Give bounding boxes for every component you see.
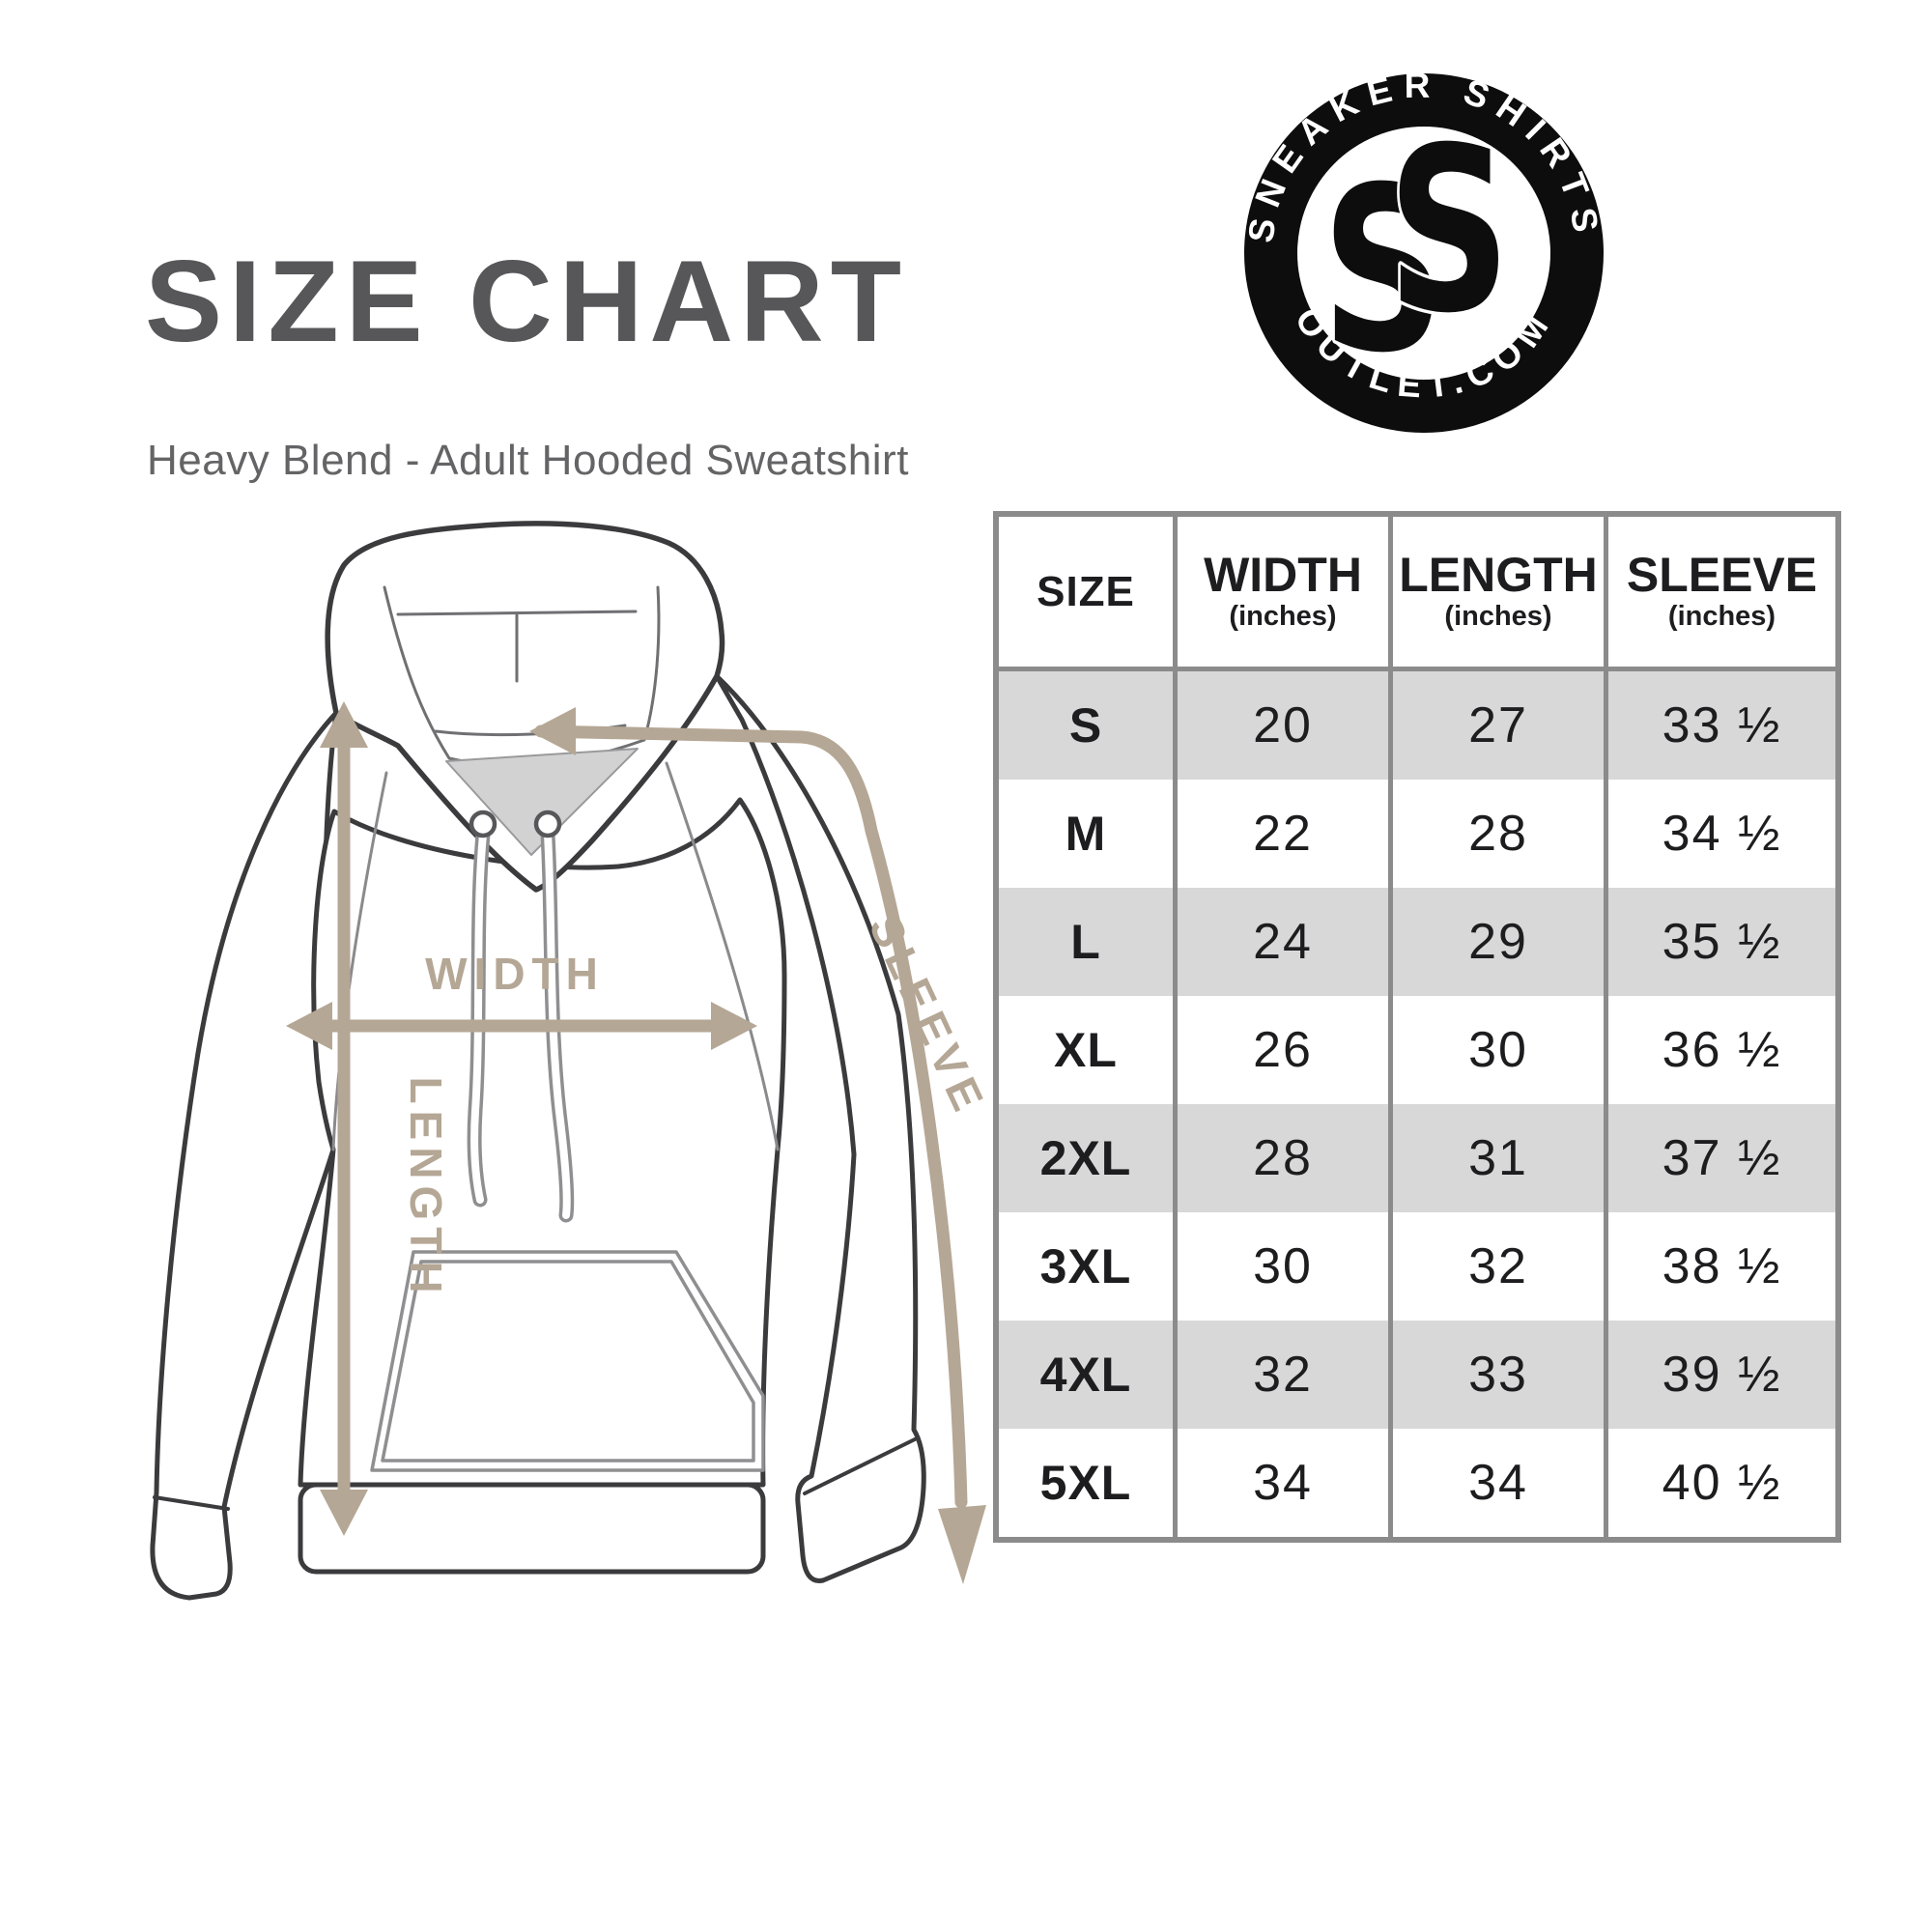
header-size-label: SIZE [1037,567,1135,615]
width-label: WIDTH [425,949,605,999]
hoodie-eyelets [469,810,562,838]
table-cell-width: 34 [1178,1429,1388,1537]
hoodie-waistband [298,1482,766,1575]
table-cell-size: 5XL [999,1429,1173,1537]
logo-monogram-s-right: S [1387,99,1511,363]
table-cell-length: 29 [1393,888,1604,996]
header-cell-size: SIZE [999,517,1173,671]
brand-logo: SNEAKER SHIRTS OUTLET.COM S S [1240,66,1604,433]
table-cell-width: 26 [1178,996,1388,1104]
table-cell-length: 27 [1393,671,1604,780]
table-cell-size: 2XL [999,1104,1173,1212]
table-cell-length: 32 [1393,1212,1604,1321]
hoodie-seams [331,761,780,1151]
table-cell-width: 32 [1178,1321,1388,1429]
width-arrow [286,1002,757,1050]
table-cell-sleeve: 36 ½ [1608,996,1835,1104]
table-cell-length: 33 [1393,1321,1604,1429]
table-cell-sleeve: 40 ½ [1608,1429,1835,1537]
table-cell-width: 22 [1178,780,1388,888]
table-cell-length: 31 [1393,1104,1604,1212]
header-cell-length: LENGTH (inches) [1393,517,1604,671]
table-cell-length: 30 [1393,996,1604,1104]
table-cell-size: XL [999,996,1173,1104]
logo-monogram-s-left: S [1321,139,1445,403]
table-cell-length: 34 [1393,1429,1604,1537]
header-length-sublabel: (inches) [1444,601,1552,633]
size-table: SIZE WIDTH (inches) LENGTH (inches) SLEE… [993,511,1841,1543]
table-cell-sleeve: 34 ½ [1608,780,1835,888]
hoodie-right-sleeve [714,673,926,1583]
table-cell-size: S [999,671,1173,780]
header-sleeve-label: SLEEVE [1626,547,1818,602]
table-cell-sleeve: 39 ½ [1608,1321,1835,1429]
sleeve-arrow [529,707,986,1584]
table-cell-sleeve: 33 ½ [1608,671,1835,780]
header-length-label: LENGTH [1399,547,1598,602]
table-cell-width: 24 [1178,888,1388,996]
header-cell-sleeve: SLEEVE (inches) [1608,517,1835,671]
table-cell-size: L [999,888,1173,996]
table-cell-width: 30 [1178,1212,1388,1321]
header-cell-width: WIDTH (inches) [1178,517,1388,671]
length-label: LENGTH [401,1076,451,1299]
table-cell-width: 20 [1178,671,1388,780]
hoodie-pocket [370,1250,765,1472]
table-cell-sleeve: 37 ½ [1608,1104,1835,1212]
page-title: SIZE CHART [145,237,908,366]
table-cell-size: M [999,780,1173,888]
header-sleeve-sublabel: (inches) [1667,601,1776,633]
page-subtitle: Heavy Blend - Adult Hooded Sweatshirt [147,437,909,484]
hoodie-neck-triangle [445,748,639,856]
table-cell-sleeve: 38 ½ [1608,1212,1835,1321]
length-arrow [320,701,368,1536]
table-cell-width: 28 [1178,1104,1388,1212]
logo-inner-circle [1297,127,1550,380]
hoodie-drawstrings [467,827,575,1223]
table-cell-size: 3XL [999,1212,1173,1321]
table-cell-sleeve: 35 ½ [1608,888,1835,996]
table-cell-size: 4XL [999,1321,1173,1429]
table-cell-length: 28 [1393,780,1604,888]
header-width-sublabel: (inches) [1229,601,1337,633]
header-width-label: WIDTH [1204,547,1362,602]
